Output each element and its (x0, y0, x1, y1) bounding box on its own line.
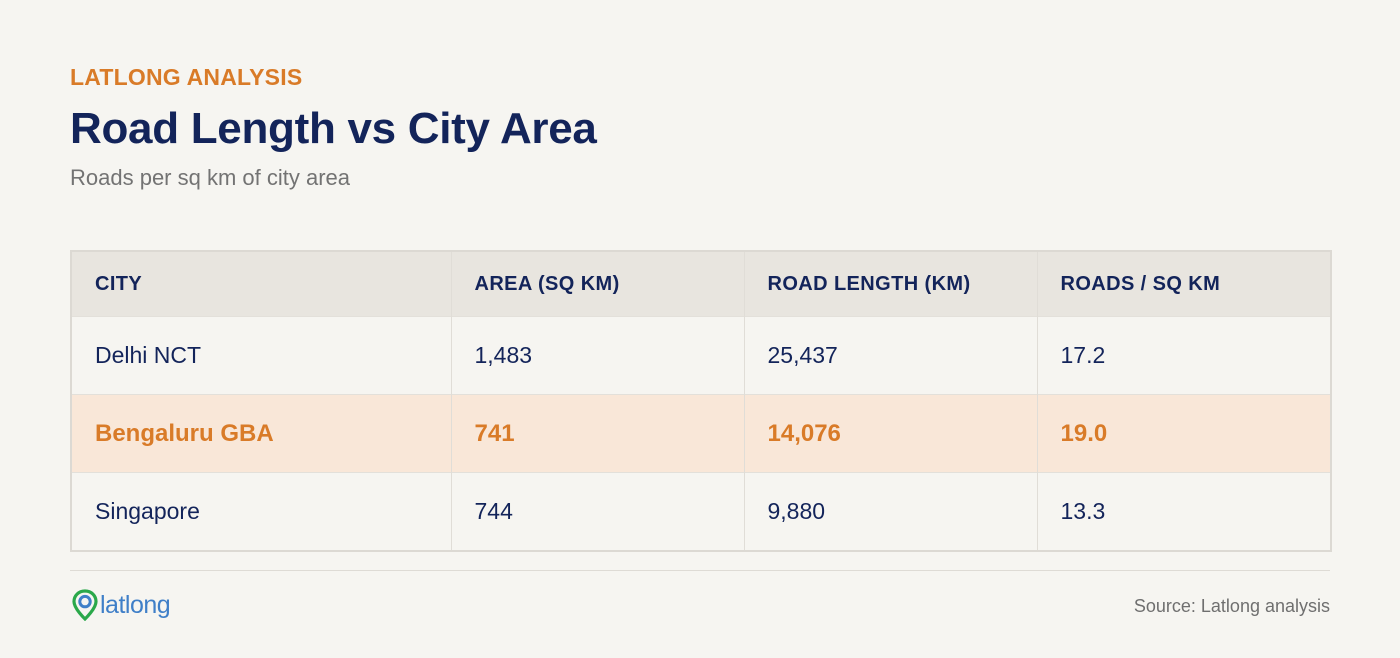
cell-road-length: 9,880 (743, 472, 1037, 550)
column-header-roads-per-sq-km: ROADS / SQ KM (1036, 252, 1330, 317)
page-subtitle: Roads per sq km of city area (70, 165, 351, 190)
cell-area: 744 (450, 472, 744, 550)
table-row: Delhi NCT 1,483 25,437 17.2 (72, 316, 1330, 395)
latlong-logo[interactable]: latlong (72, 588, 171, 622)
cell-city: Bengaluru GBA (72, 394, 451, 473)
cell-area: 741 (450, 394, 744, 473)
cell-roads-per-sq-km: 13.3 (1036, 472, 1330, 550)
location-pin-icon (72, 589, 98, 621)
column-header-area: AREA (SQ KM) (450, 252, 744, 317)
cell-area: 1,483 (450, 316, 744, 395)
data-table: CITY AREA (SQ KM) ROAD LENGTH (KM) ROADS… (72, 252, 1330, 550)
cell-road-length: 25,437 (743, 316, 1037, 395)
cell-roads-per-sq-km: 19.0 (1036, 394, 1330, 473)
table-row: Singapore 744 9,880 13.3 (72, 472, 1330, 550)
kicker-label: LATLONG ANALYSIS (70, 64, 303, 90)
footer-divider (70, 570, 1330, 571)
cell-road-length: 14,076 (743, 394, 1037, 473)
cell-roads-per-sq-km: 17.2 (1036, 316, 1330, 395)
logo-wordmark: latlong (100, 591, 171, 619)
table-header-row: CITY AREA (SQ KM) ROAD LENGTH (KM) ROADS… (72, 252, 1330, 317)
column-header-city: CITY (72, 252, 451, 317)
cell-city: Delhi NCT (72, 316, 451, 395)
source-note: Source: Latlong analysis (1133, 596, 1330, 616)
data-table-container: CITY AREA (SQ KM) ROAD LENGTH (KM) ROADS… (70, 250, 1332, 552)
table-row-highlighted: Bengaluru GBA 741 14,076 19.0 (72, 394, 1330, 473)
cell-city: Singapore (72, 472, 451, 550)
column-header-road-length: ROAD LENGTH (KM) (743, 252, 1037, 317)
page-title: Road Length vs City Area (70, 104, 597, 153)
